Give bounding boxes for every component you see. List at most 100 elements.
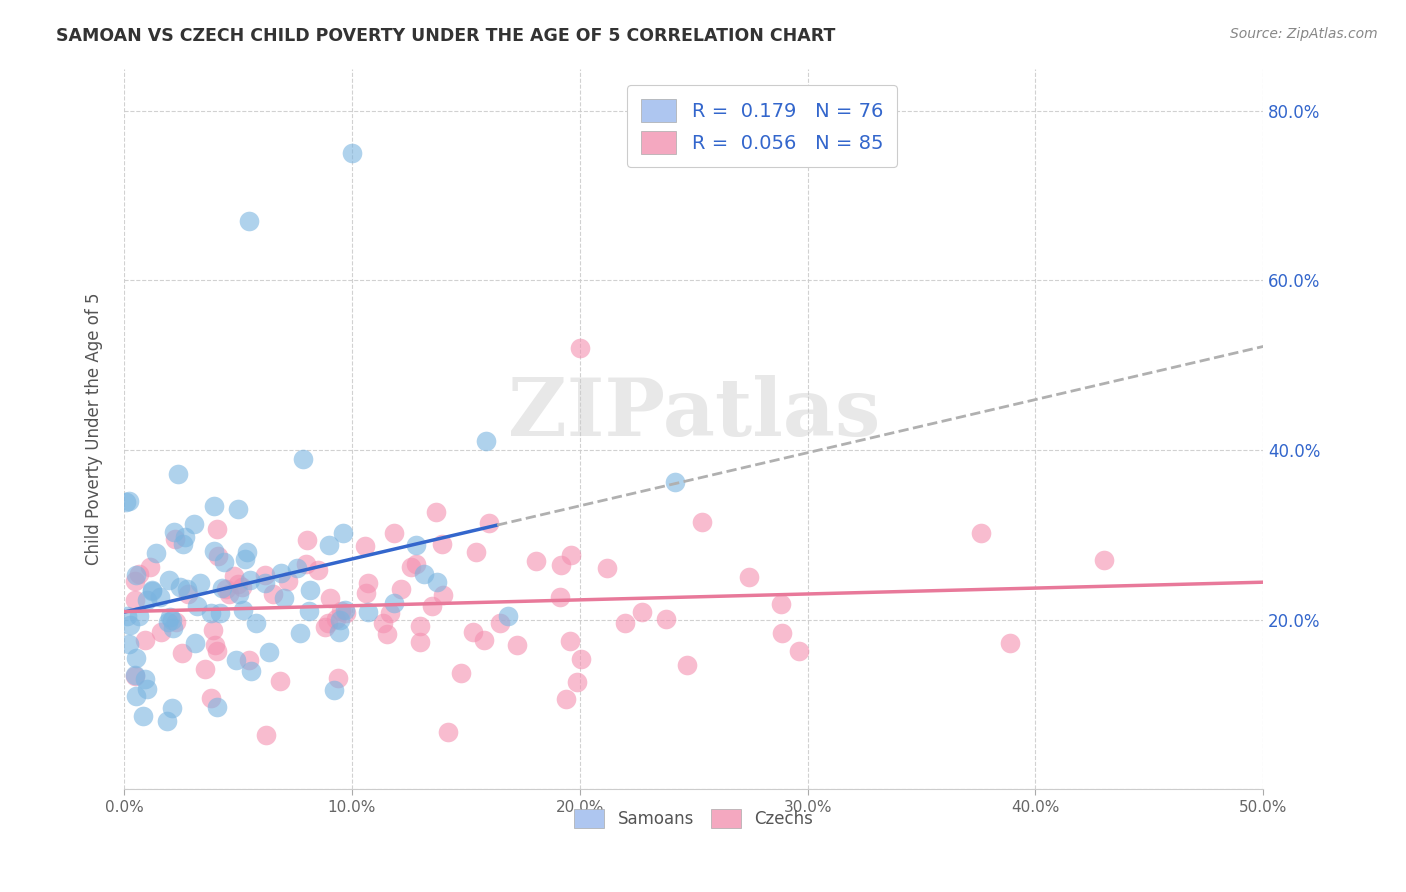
Samoans bbox=[125, 689, 148, 703]
Czechs bbox=[269, 673, 291, 688]
Samoans bbox=[329, 613, 352, 627]
Czechs bbox=[436, 725, 458, 739]
Czechs bbox=[325, 612, 347, 626]
Czechs bbox=[770, 597, 793, 611]
Czechs bbox=[472, 632, 495, 647]
Samoans bbox=[157, 615, 180, 629]
Czechs bbox=[425, 505, 447, 519]
Czechs bbox=[128, 567, 150, 582]
Czechs bbox=[998, 635, 1021, 649]
Samoans bbox=[136, 681, 159, 696]
Samoans bbox=[664, 475, 686, 489]
Czechs bbox=[124, 669, 146, 683]
Samoans bbox=[498, 609, 520, 624]
Czechs bbox=[461, 625, 484, 640]
Samoans bbox=[290, 625, 312, 640]
Czechs bbox=[405, 557, 427, 571]
Y-axis label: Child Poverty Under the Age of 5: Child Poverty Under the Age of 5 bbox=[86, 293, 103, 566]
Samoans bbox=[298, 604, 321, 618]
Samoans bbox=[318, 538, 340, 552]
Czechs bbox=[124, 574, 146, 589]
Samoans bbox=[141, 583, 163, 598]
Czechs bbox=[420, 599, 443, 613]
Czechs bbox=[254, 568, 277, 582]
Samoans bbox=[173, 530, 195, 544]
Czechs bbox=[465, 545, 488, 559]
Samoans bbox=[226, 501, 249, 516]
Samoans bbox=[118, 637, 141, 651]
Czechs bbox=[307, 563, 329, 577]
Czechs bbox=[200, 691, 222, 706]
Samoans bbox=[169, 580, 191, 594]
Samoans bbox=[236, 544, 259, 558]
Samoans bbox=[233, 552, 256, 566]
Czechs bbox=[399, 559, 422, 574]
Text: SAMOAN VS CZECH CHILD POVERTY UNDER THE AGE OF 5 CORRELATION CHART: SAMOAN VS CZECH CHILD POVERTY UNDER THE … bbox=[56, 27, 835, 45]
Samoans bbox=[211, 581, 233, 595]
Czechs bbox=[314, 620, 336, 634]
Samoans bbox=[202, 544, 225, 558]
Czechs bbox=[548, 590, 571, 604]
Czechs bbox=[172, 646, 194, 660]
Czechs bbox=[596, 561, 619, 575]
Czechs bbox=[262, 587, 284, 601]
Czechs bbox=[382, 525, 405, 540]
Czechs bbox=[505, 639, 527, 653]
Czechs bbox=[375, 627, 398, 641]
Czechs bbox=[163, 532, 186, 546]
Samoans bbox=[212, 555, 235, 569]
Czechs bbox=[224, 569, 246, 583]
Samoans bbox=[285, 561, 308, 575]
Samoans bbox=[124, 668, 146, 682]
Samoans bbox=[149, 590, 172, 604]
Samoans bbox=[128, 608, 150, 623]
Samoans bbox=[475, 434, 498, 449]
Czechs bbox=[226, 577, 249, 591]
Czechs bbox=[204, 638, 226, 652]
Czechs bbox=[139, 559, 162, 574]
Czechs bbox=[295, 558, 318, 572]
Samoans bbox=[228, 586, 250, 600]
Samoans bbox=[273, 591, 295, 605]
Samoans bbox=[225, 653, 247, 667]
Czechs bbox=[450, 666, 472, 681]
Czechs bbox=[789, 643, 811, 657]
Samoans bbox=[141, 582, 163, 597]
Samoans bbox=[172, 537, 194, 551]
Samoans bbox=[160, 614, 183, 628]
Czechs bbox=[565, 674, 588, 689]
Samoans bbox=[208, 606, 231, 620]
Samoans bbox=[163, 524, 186, 539]
Samoans bbox=[323, 683, 346, 698]
Samoans bbox=[125, 651, 148, 665]
Samoans bbox=[239, 573, 262, 587]
Czechs bbox=[231, 580, 253, 594]
Czechs bbox=[357, 576, 380, 591]
Czechs bbox=[389, 582, 412, 596]
Czechs bbox=[408, 635, 430, 649]
Czechs bbox=[675, 657, 697, 672]
Samoans bbox=[159, 610, 181, 624]
Czechs bbox=[970, 525, 993, 540]
Samoans bbox=[257, 645, 280, 659]
Czechs bbox=[201, 623, 224, 637]
Czechs bbox=[254, 728, 277, 742]
Samoans bbox=[162, 622, 184, 636]
Czechs bbox=[277, 574, 299, 588]
Samoans bbox=[245, 615, 267, 630]
Czechs bbox=[568, 341, 591, 355]
Czechs bbox=[134, 633, 156, 648]
Samoans bbox=[145, 546, 167, 560]
Czechs bbox=[207, 549, 229, 563]
Czechs bbox=[770, 626, 793, 640]
Samoans bbox=[157, 573, 180, 587]
Czechs bbox=[124, 592, 146, 607]
Legend: Samoans, Czechs: Samoans, Czechs bbox=[568, 803, 820, 835]
Czechs bbox=[488, 616, 510, 631]
Czechs bbox=[238, 653, 260, 667]
Samoans bbox=[270, 566, 292, 580]
Samoans bbox=[162, 701, 184, 715]
Czechs bbox=[569, 652, 592, 666]
Czechs bbox=[378, 606, 401, 620]
Czechs bbox=[555, 691, 578, 706]
